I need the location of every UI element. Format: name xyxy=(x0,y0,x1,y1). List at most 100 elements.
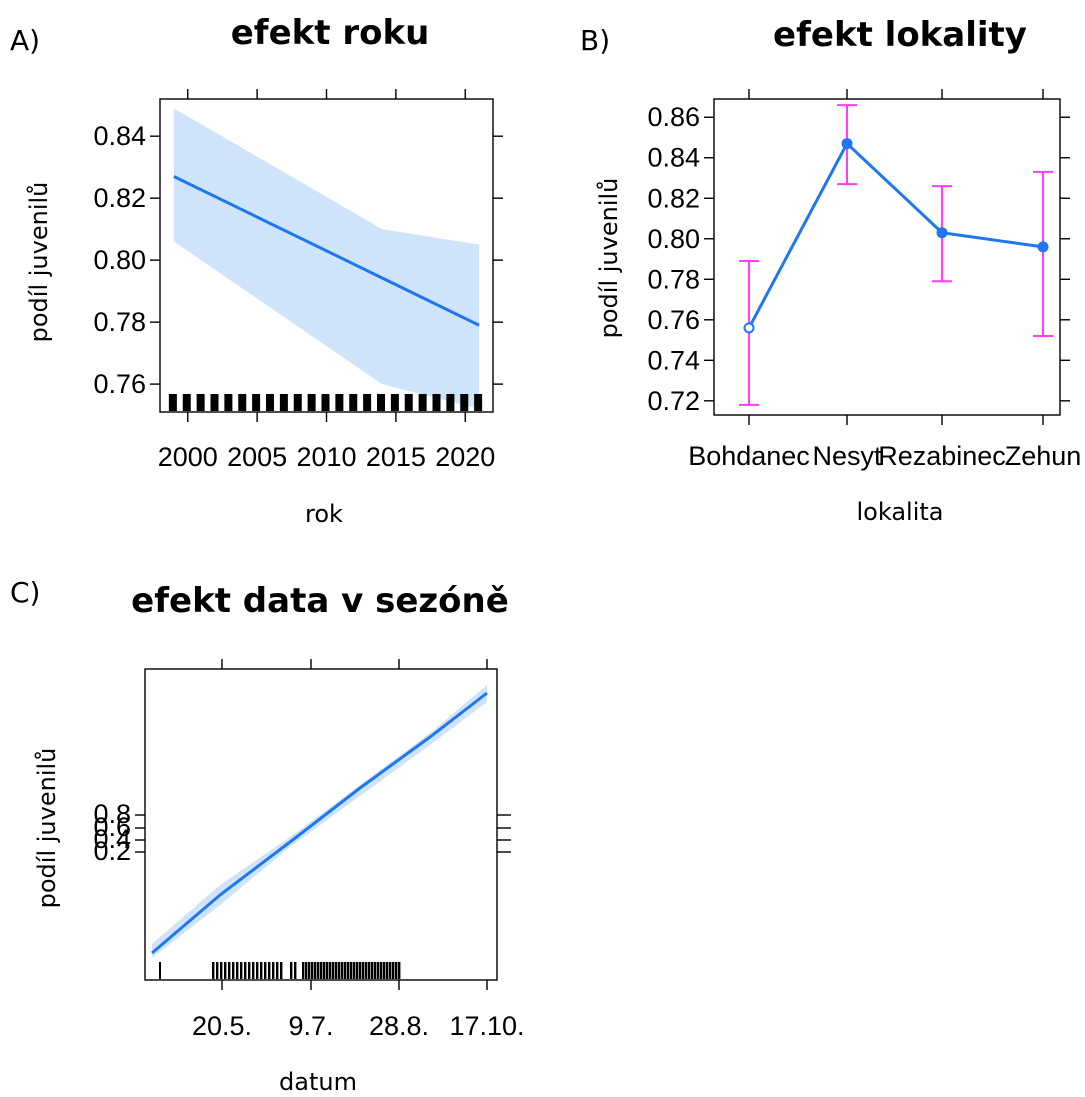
panel-c-rug-mark xyxy=(264,962,267,979)
panel-c-frame xyxy=(144,668,498,981)
panel-c-rug-mark xyxy=(392,962,395,979)
panel-c-rug-mark xyxy=(323,962,326,979)
panel-a-rug-mark xyxy=(377,394,385,411)
panel-c-band-area xyxy=(152,685,487,958)
panel-c-rug-mark xyxy=(228,962,231,979)
panel-c-rug-mark xyxy=(236,962,239,979)
panel-c-rug-mark xyxy=(353,962,356,979)
panel-a-x-ticks: 2000 2005 2010 2015 2020 xyxy=(158,89,495,472)
panel-a-rug-mark xyxy=(266,394,274,411)
panel-c-rug-mark xyxy=(224,962,227,979)
panel-c-rug-mark xyxy=(386,962,389,979)
panel-b-y-ticks: 0.72 0.74 0.76 0.78 0.80 0.82 0.84 0.86 xyxy=(647,102,1070,416)
panel-a-y-tick-label: 0.76 xyxy=(93,369,146,399)
panel-a-rug-mark xyxy=(224,394,233,411)
panel-a-rug-mark xyxy=(182,394,191,411)
panel-b-x-tick-label: Bohdanec xyxy=(688,441,810,471)
panel-c-rug-mark xyxy=(317,962,320,979)
panel-c-y-tick-label: 0.6 xyxy=(93,812,131,842)
panel-c-x-tick-label: 9.7. xyxy=(288,1011,333,1041)
panel-b-y-tick-label: 0.78 xyxy=(647,264,700,294)
panel-c-rug-mark xyxy=(344,962,347,979)
panel-a-x-tick-label: 2010 xyxy=(296,442,356,472)
panel-a-rug xyxy=(168,394,483,411)
panel-c-rug-mark xyxy=(320,962,323,979)
panel-c-rug-mark xyxy=(311,962,314,979)
panel-b-y-tick-label: 0.82 xyxy=(647,183,700,213)
panel-c-x-tick-label: 28.8. xyxy=(369,1011,429,1041)
panel-c-x-ticks: 20.5. 9.7. 28.8. 17.10. xyxy=(192,659,525,1041)
panel-c-rug-mark xyxy=(371,962,374,979)
panel-c-rug-mark xyxy=(356,962,359,979)
panel-c-label: C) xyxy=(10,576,40,609)
panel-c-rug-mark xyxy=(314,962,317,979)
panel-a-rug-mark xyxy=(168,394,177,411)
panel-a-rug-mark xyxy=(252,394,261,411)
panel-a-rug-mark xyxy=(446,394,455,411)
panel-b-point xyxy=(743,322,755,334)
panel-a-rug-mark xyxy=(196,394,205,411)
panel-c-rug-mark xyxy=(338,962,341,979)
panel-b-point xyxy=(1037,241,1049,253)
panel-c: C) efekt data v sezóně datum podíl juven… xyxy=(10,576,525,1096)
panel-c-rug-mark xyxy=(347,962,350,979)
panel-a-y-tick-label: 0.82 xyxy=(93,183,146,213)
panel-c-rug-mark xyxy=(268,962,271,979)
panel-c-rug-mark xyxy=(377,962,380,979)
panel-b-y-tick-label: 0.86 xyxy=(647,102,700,132)
panel-b-title: efekt lokality xyxy=(773,15,1027,55)
panel-c-y-tick-label: 0.4 xyxy=(93,824,131,854)
panel-b-x-tick-label: Nesyt xyxy=(812,441,882,471)
panel-b-y-tick-label: 0.76 xyxy=(647,305,700,335)
panel-b-connecting-line xyxy=(747,141,1044,329)
panel-a-y-tick-label: 0.80 xyxy=(93,245,146,275)
panel-a-band-area xyxy=(173,108,480,409)
panel-a-y-ticks: 0.76 0.78 0.80 0.82 0.84 xyxy=(93,121,503,399)
panel-c-rug-mark xyxy=(389,962,392,979)
panel-a-rug-mark xyxy=(404,394,413,411)
panel-a-label: A) xyxy=(10,24,40,57)
panel-c-rug-mark xyxy=(359,962,362,979)
panel-c-ylabel: podíl juvenilů xyxy=(33,748,61,909)
panel-b-ylabel: podíl juvenilů xyxy=(595,178,623,339)
panel-c-trend-line xyxy=(151,691,488,955)
panel-b-y-tick-label: 0.84 xyxy=(647,143,700,173)
panel-c-rug-mark xyxy=(398,962,401,979)
panel-a-xlabel: rok xyxy=(305,500,343,528)
panel-b-xlabel: lokalita xyxy=(857,498,944,526)
panel-b-point xyxy=(841,138,853,150)
panel-c-rug-mark xyxy=(374,962,377,979)
panel-a-rug-mark xyxy=(418,394,427,411)
panel-c-rug-mark xyxy=(362,962,365,979)
panel-a-trend-line xyxy=(173,175,480,327)
panel-b-y-tick-label: 0.80 xyxy=(647,224,700,254)
panel-c-rug-mark xyxy=(232,962,235,979)
panel-a-confidence-band xyxy=(173,108,480,409)
panel-a-rug-mark xyxy=(349,394,358,411)
panel-c-y-ticks: 0.20.40.60.8 xyxy=(93,799,511,866)
panel-c-y-tick-label: 0.2 xyxy=(93,836,131,866)
panel-b-label: B) xyxy=(580,24,610,57)
panel-c-rug-mark xyxy=(159,962,161,979)
panel-c-rug-mark xyxy=(272,962,275,979)
panel-c-rug-mark xyxy=(244,962,247,979)
panel-b-point xyxy=(936,227,948,239)
panel-c-rug-mark xyxy=(380,962,383,979)
panel-c-rug-mark xyxy=(350,962,353,979)
panel-b-y-tick-label: 0.74 xyxy=(647,345,700,375)
panel-c-rug-mark xyxy=(305,962,308,979)
panel-c-rug-mark xyxy=(383,962,386,979)
panel-a-rug-mark xyxy=(279,394,288,411)
panel-c-rug-mark xyxy=(240,962,243,979)
panel-c-rug-mark xyxy=(294,962,297,979)
panel-c-title: efekt data v sezóně xyxy=(131,581,509,621)
panel-b: B) efekt lokality lokalita podíl juvenil… xyxy=(580,15,1081,526)
panel-a-rug-mark xyxy=(363,394,372,411)
panel-a: A) efekt roku rok podíl juvenilů 2000 200… xyxy=(10,13,503,528)
panel-c-rug-mark xyxy=(332,962,335,979)
panel-c-rug-mark xyxy=(212,962,215,979)
panel-c-rug-mark xyxy=(276,962,279,979)
panel-b-x-tick-label: Zehun xyxy=(1005,441,1082,471)
panel-b-points xyxy=(743,138,1049,334)
